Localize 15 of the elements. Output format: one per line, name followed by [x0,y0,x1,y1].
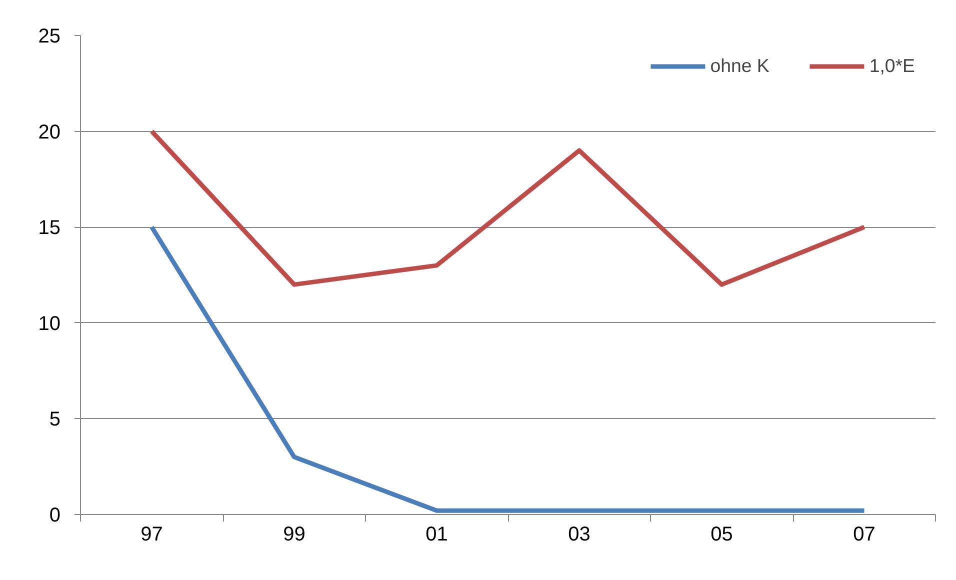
y-tick-label: 10 [38,312,61,335]
line-series [150,129,866,287]
legend-label: ohne K [710,55,770,77]
x-tick-label: 07 [853,524,876,546]
y-tick-label: 15 [38,217,61,240]
x-tick-label: 01 [426,524,448,546]
legend-label: 1,0*E [869,55,915,77]
x-tick-label: 03 [568,524,590,546]
x-tick-label: 99 [283,524,306,546]
y-tick-label: 20 [38,121,61,144]
x-tick-label: 05 [710,524,733,546]
x-tick-label: 97 [140,524,163,546]
y-tick-label: 0 [49,504,60,526]
y-tick-label: 5 [49,408,60,431]
y-tick-label: 25 [38,26,61,48]
